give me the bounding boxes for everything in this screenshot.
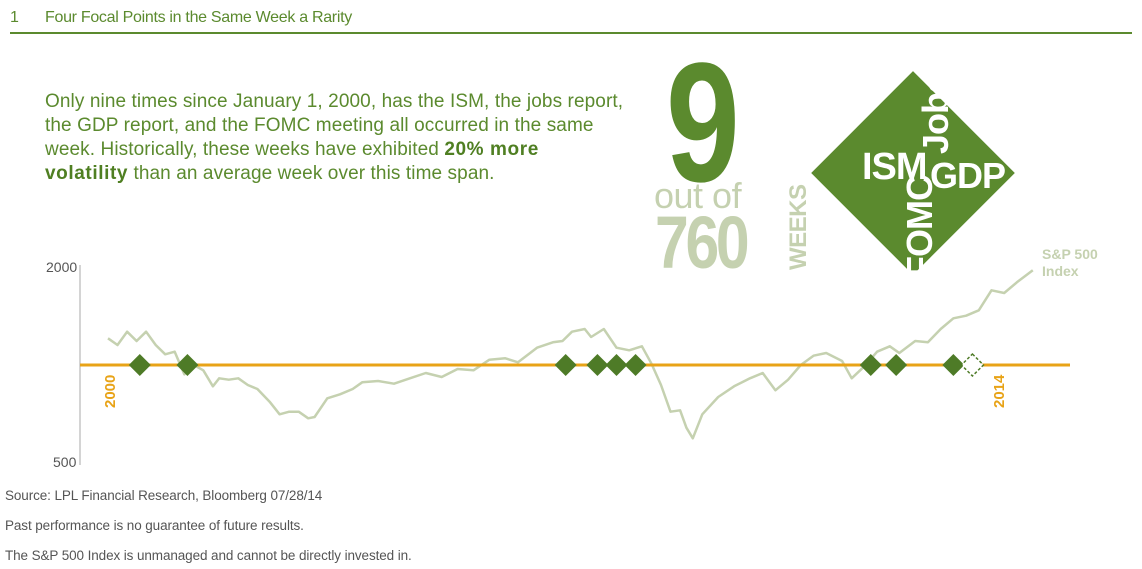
diamond-label-ism: ISM	[862, 146, 928, 188]
figure-title-bar: 1 Four Focal Points in the Same Week a R…	[10, 6, 1132, 34]
headline-text-after: than an average week over this time span…	[128, 163, 495, 184]
focal-week-marker-3	[554, 354, 577, 376]
upcoming-focal-week-marker	[960, 352, 985, 378]
focal-week-marker-8	[885, 354, 908, 376]
series-label-line2: Index	[1042, 263, 1079, 279]
big-number: 9	[666, 28, 740, 218]
sp500-series-line	[107, 269, 1034, 440]
disclaimer-performance: Past performance is no guarantee of futu…	[5, 518, 304, 533]
total-weeks-number: 760	[655, 201, 750, 284]
focal-week-marker-2	[176, 354, 199, 376]
headline-highlight: 20% more volatility	[45, 139, 539, 184]
headline-text-before: Only nine times since January 1, 2000, h…	[45, 91, 624, 160]
focal-week-marker-4	[586, 354, 609, 376]
focal-week-marker-9	[942, 354, 965, 376]
figure-title: Four Focal Points in the Same Week a Rar…	[45, 9, 352, 26]
focal-week-marker-6	[624, 354, 647, 376]
focal-week-marker-1	[128, 354, 151, 376]
series-label-line1: S&P 500	[1042, 246, 1098, 262]
x-axis-label-start: 2000	[102, 375, 119, 408]
y-tick-label-top: 2000	[46, 259, 77, 275]
out-of-label: out of	[654, 175, 742, 216]
x-axis-label-end: 2014	[991, 374, 1008, 408]
focal-week-marker-7	[859, 354, 882, 376]
diamond-label-gdp: GDP	[930, 155, 1006, 196]
y-tick-label-bottom: 500	[53, 454, 77, 470]
focal-week-marker-5	[605, 354, 628, 376]
source-note: Source: LPL Financial Research, Bloomber…	[5, 488, 323, 503]
figure-number: 1	[10, 9, 19, 26]
disclaimer-index: The S&P 500 Index is unmanaged and canno…	[5, 548, 412, 563]
headline-text: Only nine times since January 1, 2000, h…	[45, 90, 625, 186]
